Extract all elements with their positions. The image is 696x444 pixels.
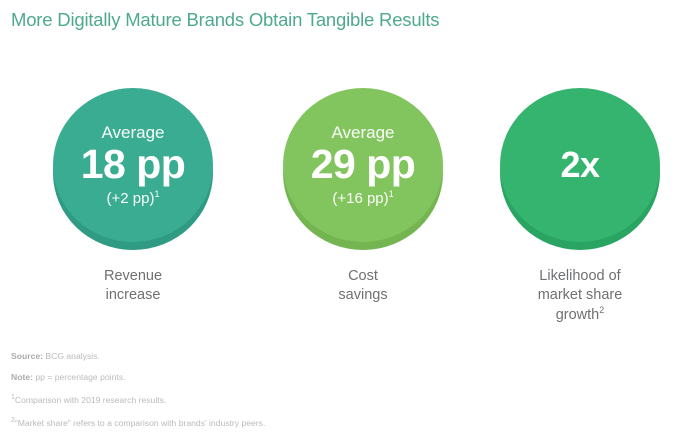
stat-disc-3: 2x — [500, 88, 660, 250]
disc-subvalue-1: (+2 pp)1 — [106, 189, 160, 208]
stat-card-revenue-increase: Average 18 pp (+2 pp)1 Revenue increase — [23, 88, 243, 305]
footnote-1: 1Comparison with 2019 research results. — [11, 394, 611, 404]
stat-caption-line1-3: Likelihood of — [539, 268, 621, 284]
stat-caption-line2-1: increase — [105, 287, 161, 304]
footnote-1-marker: 1 — [11, 394, 15, 402]
footnote-source-text: BCG analysis. — [43, 351, 100, 361]
page-title: More Digitally Mature Brands Obtain Tang… — [11, 9, 440, 30]
disc-subvalue-text-1: (+2 pp) — [106, 190, 155, 208]
footnote-1-text: Comparison with 2019 research results. — [14, 395, 167, 406]
footnote-source-label: Source: — [11, 351, 43, 361]
stat-caption-1: Revenue increase — [23, 267, 243, 305]
stat-caption-line2-2: savings — [338, 287, 388, 304]
footnote-note-label: Note: — [11, 372, 33, 383]
footnote-2-text: “Market share” refers to a comparison wi… — [14, 418, 266, 428]
disc-value-3: 2x — [560, 143, 600, 185]
disc-subvalue-footnote-2: 1 — [388, 189, 394, 200]
disc-face-1: Average 18 pp (+2 pp)1 — [53, 88, 213, 242]
disc-subvalue-text-2: (+16 pp) — [332, 190, 389, 208]
disc-subvalue-2: (+16 pp)1 — [332, 189, 394, 208]
disc-face-3: 2x — [500, 88, 660, 242]
disc-face-2: Average 29 pp (+16 pp)1 — [283, 88, 443, 242]
disc-value-1: 18 pp — [80, 140, 186, 187]
stat-caption-3: Likelihood of market share growth2 — [470, 267, 690, 325]
stat-disc-2: Average 29 pp (+16 pp)1 — [283, 88, 443, 250]
stat-card-market-share-growth: 2x Likelihood of market share growth2 — [470, 88, 690, 325]
disc-eyebrow-2: Average — [331, 122, 395, 142]
stat-disc-1: Average 18 pp (+2 pp)1 — [53, 88, 213, 250]
footnote-note: Note: pp = percentage points. — [11, 373, 611, 382]
stat-caption-footnote-3: 2 — [599, 305, 605, 316]
footnote-2: 2“Market share” refers to a comparison w… — [11, 417, 611, 427]
stat-caption-line3-3: growth — [555, 307, 600, 324]
stat-caption-line1-2: Cost — [348, 268, 378, 284]
stat-caption-2: Cost savings — [253, 267, 473, 305]
footnote-2-marker: 2 — [11, 417, 15, 425]
disc-value-2: 29 pp — [310, 140, 416, 187]
stat-card-cost-savings: Average 29 pp (+16 pp)1 Cost savings — [253, 88, 473, 305]
stat-caption-line2-3: market share — [537, 287, 623, 304]
footnote-note-text: pp = percentage points. — [32, 372, 126, 383]
footnotes: Source: BCG analysis. Note: pp = percent… — [11, 352, 611, 440]
stat-caption-line1-1: Revenue — [103, 268, 163, 284]
disc-eyebrow-1: Average — [101, 122, 165, 142]
stat-circles-row: Average 18 pp (+2 pp)1 Revenue increase … — [0, 88, 696, 338]
disc-subvalue-footnote-1: 1 — [154, 189, 160, 200]
footnote-source: Source: BCG analysis. — [11, 352, 611, 361]
